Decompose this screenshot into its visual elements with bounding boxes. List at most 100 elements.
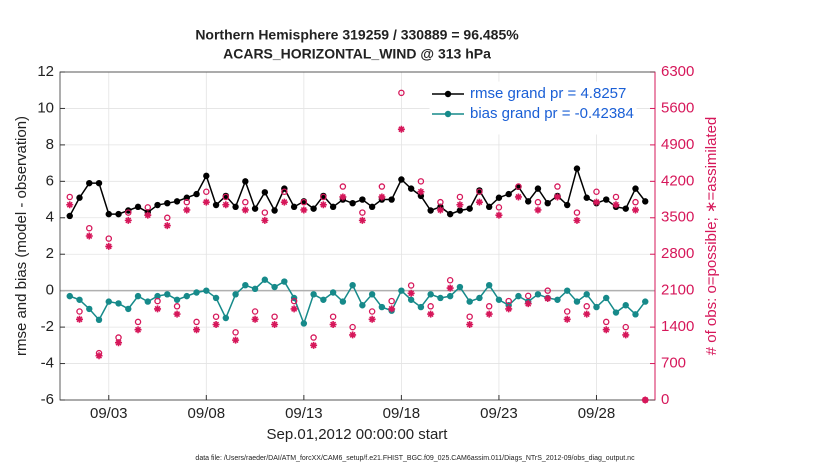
assimilated-point: [573, 216, 581, 224]
possible-point: [164, 214, 171, 222]
data-point: [271, 283, 278, 291]
data-point: [398, 287, 405, 294]
y2-tick-label: 4200: [661, 172, 694, 189]
x-tick-label: 09/03: [90, 405, 128, 422]
data-point: [134, 292, 142, 300]
x-tick-label: 09/18: [383, 405, 421, 422]
data-point: [524, 198, 532, 205]
possible-point: [86, 224, 93, 232]
data-point: [642, 198, 649, 205]
assimilated-point: [544, 294, 552, 302]
assimilated-point: [95, 352, 103, 360]
assimilated-point: [475, 198, 483, 206]
data-point: [485, 203, 493, 211]
data-point: [86, 305, 93, 313]
possible-point: [222, 193, 230, 201]
y-tick-label: -4: [41, 355, 54, 372]
data-point: [105, 298, 112, 305]
y-tick-label: 6: [46, 172, 54, 189]
assimilated-point: [329, 321, 337, 329]
possible-point: [203, 188, 210, 195]
assimilated-point: [631, 206, 639, 214]
possible-point: [125, 209, 132, 216]
assimilated-point: [427, 310, 435, 318]
assimilated-point: [271, 321, 279, 329]
data-point: [407, 296, 415, 303]
data-point: [368, 203, 376, 211]
data-point: [456, 283, 464, 291]
chart-title: Northern Hemisphere 319259 / 330889 = 96…: [195, 27, 519, 43]
data-point: [242, 282, 249, 289]
data-point: [290, 203, 298, 211]
assimilated-point: [251, 315, 259, 323]
possible-point: [378, 183, 386, 190]
possible-point: [134, 318, 142, 326]
y-tick-label: 12: [37, 63, 54, 80]
possible-point: [495, 204, 503, 211]
legend-marker: [444, 90, 452, 98]
possible-point: [242, 198, 249, 206]
possible-point: [417, 178, 425, 185]
possible-point: [359, 209, 366, 216]
assimilated-point: [397, 125, 405, 133]
y2-tick-label: 700: [661, 355, 686, 372]
data-point: [564, 201, 571, 209]
assimilated-point: [407, 289, 415, 297]
assimilated-point: [505, 305, 513, 313]
data-point: [76, 296, 83, 303]
possible-point: [524, 292, 532, 300]
data-point: [271, 207, 278, 214]
data-point: [456, 207, 464, 214]
data-point: [446, 292, 454, 300]
data-point: [417, 303, 425, 311]
y2-tick-label: 3500: [661, 209, 694, 226]
data-point: [115, 210, 122, 218]
assimilated-point: [446, 284, 454, 292]
assimilated-point: [222, 201, 230, 209]
data-point: [544, 200, 551, 207]
possible-point: [602, 318, 610, 326]
data-point: [476, 294, 483, 302]
y2-tick-label: 5600: [661, 99, 694, 116]
assimilated-point: [319, 201, 327, 209]
y-tick-label: -6: [41, 391, 54, 408]
legend-box: [429, 81, 637, 135]
data-point: [427, 291, 434, 298]
assimilated-point: [115, 339, 123, 347]
data-point: [495, 194, 503, 201]
y2-tick-label: 0: [661, 391, 669, 408]
data-point: [203, 172, 210, 180]
assimilated-point: [349, 331, 357, 339]
assimilated-point: [163, 222, 171, 230]
data-point: [534, 185, 542, 192]
data-point: [212, 201, 220, 209]
possible-point: [534, 198, 542, 206]
assimilated-point: [202, 198, 210, 206]
data-point: [232, 291, 239, 298]
assimilated-point: [154, 305, 162, 313]
data-point: [368, 291, 376, 298]
possible-point: [485, 303, 493, 310]
possible-point: [476, 188, 483, 195]
y2-tick-label: 6300: [661, 63, 694, 80]
possible-point: [329, 313, 337, 320]
possible-point: [271, 313, 278, 320]
assimilated-point: [514, 193, 522, 201]
assimilated-point: [553, 193, 561, 201]
data-point: [378, 303, 386, 311]
possible-point: [183, 198, 191, 206]
assimilated-point: [436, 206, 444, 214]
data-point: [349, 200, 356, 207]
assimilated-point: [583, 310, 591, 318]
data-point: [505, 190, 512, 198]
possible-point: [622, 323, 629, 331]
data-point: [437, 294, 444, 302]
possible-point: [505, 297, 512, 305]
data-point: [242, 178, 249, 185]
assimilated-point: [241, 206, 249, 214]
data-point: [76, 194, 83, 201]
data-point: [446, 210, 454, 218]
assimilated-point: [456, 201, 464, 209]
data-point: [329, 203, 337, 211]
possible-point: [368, 308, 376, 315]
